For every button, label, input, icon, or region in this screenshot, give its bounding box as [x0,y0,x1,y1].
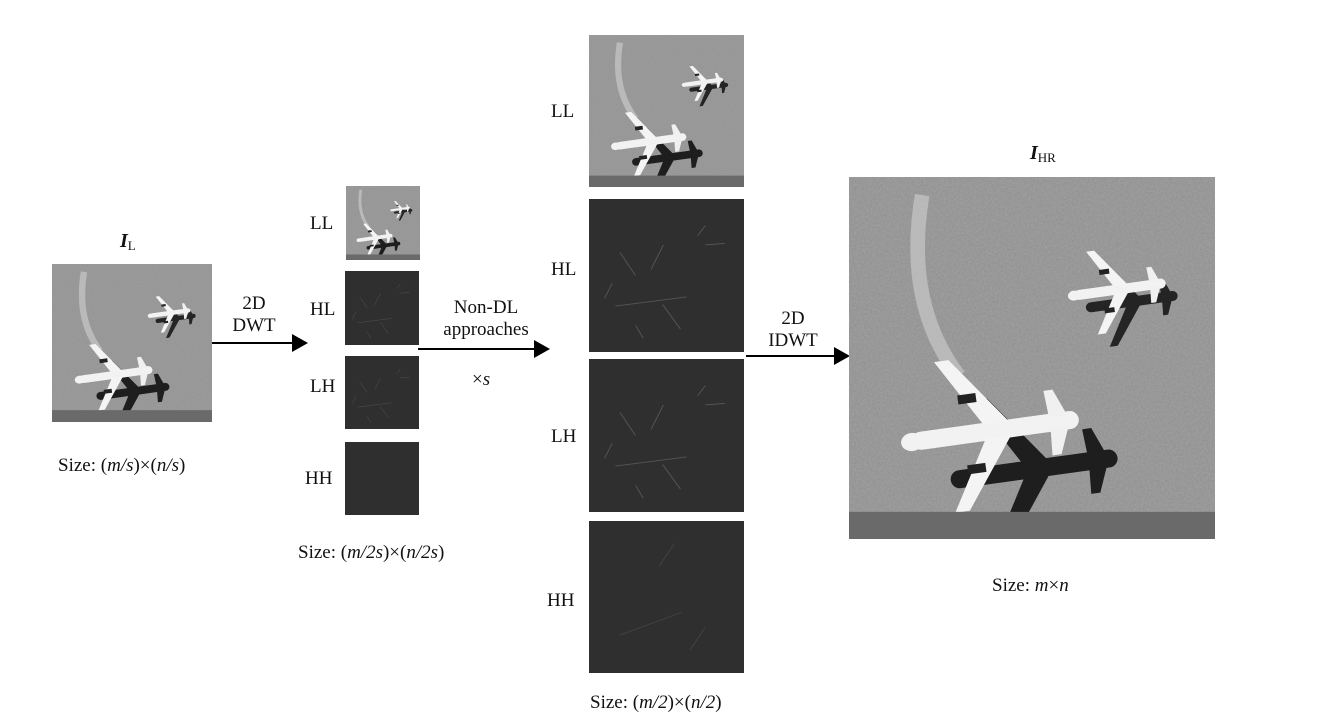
small-lh-image [345,356,419,429]
arrow-dwt [212,334,308,352]
small-size: Size: (m/2s)×(n/2s) [298,542,445,563]
idwt-label: 2D IDWT [768,308,818,351]
large-hl-label: HL [551,259,577,280]
scale-label: ×s [472,369,491,390]
output-image [849,177,1215,539]
input-title: IL [120,230,136,253]
large-ll-label: LL [551,101,575,122]
large-lh-image [589,359,744,512]
large-lh-label: LH [551,426,577,447]
output-title: IHR [1030,142,1056,165]
output-size: Size: m×n [992,575,1069,596]
small-hh-label: HH [305,468,333,489]
large-hh-label: HH [547,590,575,611]
dwt-label: 2D DWT [232,293,276,336]
nondl-label: Non-DL approaches [443,297,529,340]
small-hl-image [345,271,419,345]
small-ll-label: LL [310,213,334,234]
small-lh-label: LH [310,376,336,397]
arrow-nondl [418,340,550,358]
small-hl-label: HL [310,299,336,320]
large-hl-image [589,199,744,352]
arrow-idwt [746,347,850,365]
large-size: Size: (m/2)×(n/2) [590,692,722,713]
small-hh-image [345,442,419,515]
large-hh-image [589,521,744,673]
large-ll-image [589,35,744,187]
input-size: Size: (m/s)×(n/s) [58,455,186,476]
small-ll-image [346,186,420,260]
